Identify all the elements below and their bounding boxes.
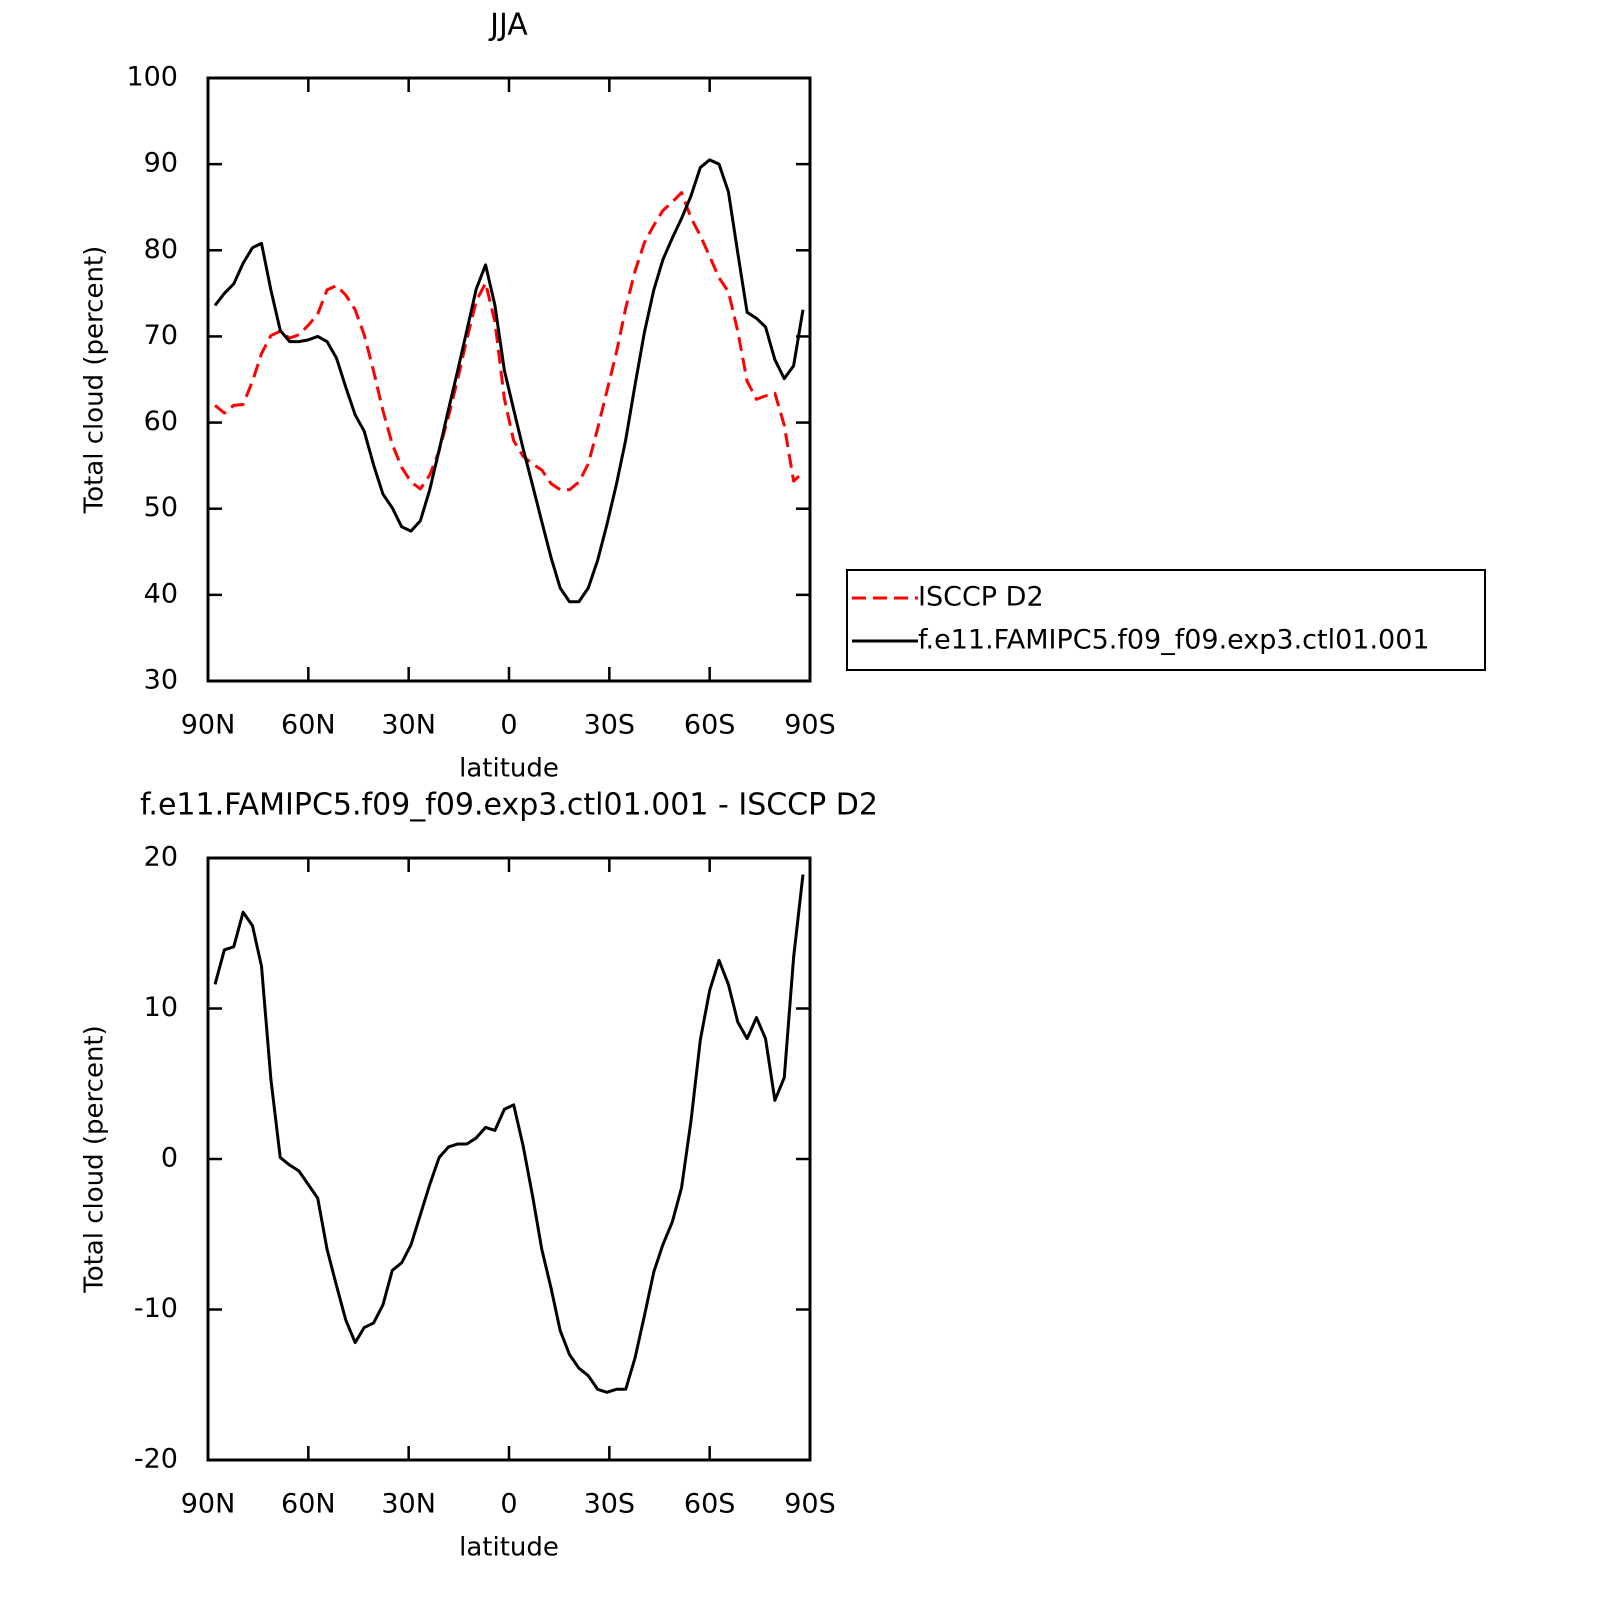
x-tick-label: 90N [181, 710, 236, 741]
x-tick-label: 90S [784, 1489, 836, 1520]
y-tick-label: 20 [144, 842, 178, 873]
x-tick-label: 30S [584, 1489, 636, 1520]
y-tick-label: 40 [144, 578, 178, 609]
x-tick-label: 60N [281, 710, 336, 741]
x-tick-label: 90N [181, 1489, 236, 1520]
y-tick-label: 80 [144, 234, 178, 265]
x-tick-label: 30N [381, 710, 436, 741]
y-axis-label: Total cloud (percent) [80, 1025, 110, 1294]
x-tick-label: 60N [281, 1489, 336, 1520]
legend-label: f.e11.FAMIPC5.f09_f09.exp3.ctl01.001 [918, 625, 1430, 656]
y-tick-label: -10 [134, 1293, 178, 1324]
y-tick-label: 60 [144, 406, 178, 437]
x-tick-label: 60S [684, 710, 736, 741]
x-tick-label: 90S [784, 710, 836, 741]
x-tick-label: 0 [500, 1489, 517, 1520]
x-tick-label: 0 [500, 710, 517, 741]
y-tick-label: 10 [144, 992, 178, 1023]
x-tick-label: 30N [381, 1489, 436, 1520]
chart-title: JJA [488, 8, 528, 43]
data-line [213, 874, 805, 1394]
x-tick-label: 60S [684, 1489, 736, 1520]
y-tick-label: 100 [126, 62, 178, 93]
x-axis-label: latitude [459, 754, 559, 784]
x-axis-label: latitude [459, 1533, 559, 1563]
legend-box [846, 569, 1486, 671]
chart-title: f.e11.FAMIPC5.f09_f09.exp3.ctl01.001 - I… [140, 788, 878, 823]
y-tick-label: -20 [134, 1444, 178, 1475]
plot-frame [206, 76, 812, 683]
legend-label: ISCCP D2 [918, 582, 1044, 613]
y-tick-label: 70 [144, 320, 178, 351]
y-tick-label: 50 [144, 492, 178, 523]
data-line [213, 158, 805, 604]
plot-frame [206, 856, 812, 1462]
y-axis-label: Total cloud (percent) [80, 246, 110, 515]
y-tick-label: 90 [144, 148, 178, 179]
y-tick-label: 30 [144, 665, 178, 696]
x-tick-label: 30S [584, 710, 636, 741]
y-tick-label: 0 [161, 1143, 178, 1174]
data-line [214, 191, 804, 492]
